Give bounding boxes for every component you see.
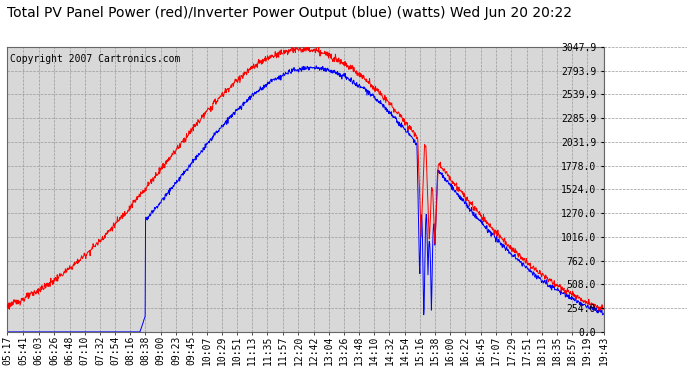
- Text: Total PV Panel Power (red)/Inverter Power Output (blue) (watts) Wed Jun 20 20:22: Total PV Panel Power (red)/Inverter Powe…: [7, 6, 572, 20]
- Text: Copyright 2007 Cartronics.com: Copyright 2007 Cartronics.com: [10, 54, 180, 64]
